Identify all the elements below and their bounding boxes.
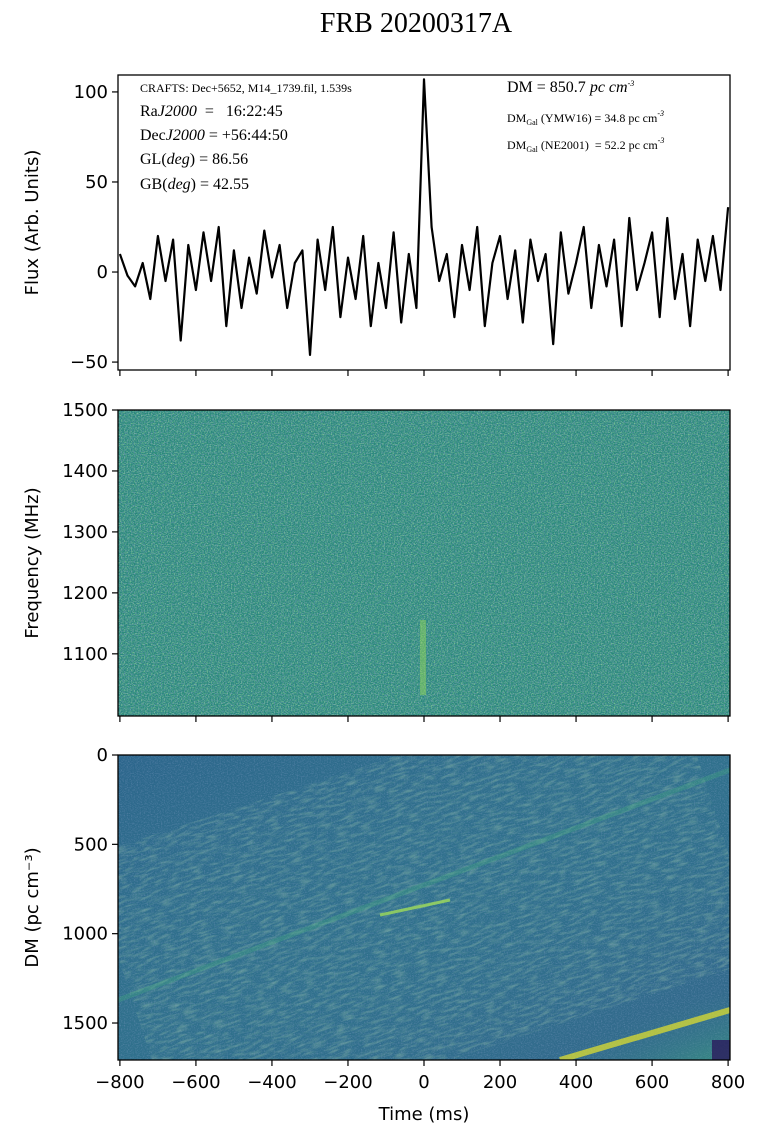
annotation-part: Gal xyxy=(526,145,538,154)
annotation-part: J2000 xyxy=(166,127,205,144)
x-axis-label: Time (ms) xyxy=(378,1104,470,1125)
y-tick-label: 1200 xyxy=(62,583,108,604)
annotation: CRAFTS: Dec+5652, M14_1739.fil, 1.539s xyxy=(140,81,352,95)
y-axis-label: Flux (Arb. Units) xyxy=(22,150,43,296)
annotation-part: DM = 850.7 xyxy=(507,79,590,96)
y-tick-label: 1100 xyxy=(62,644,108,665)
y-tick-label: 1500 xyxy=(62,400,108,421)
annotation-part: CRAFTS: Dec+5652, M14_1739.fil, 1.539s xyxy=(140,81,352,95)
y-tick-label: 100 xyxy=(74,82,108,103)
y-tick-label: 500 xyxy=(74,834,108,855)
annotation-part: -3 xyxy=(628,79,635,88)
annotation-part: -3 xyxy=(657,109,664,118)
annotation: DMGal (NE2001) = 52.2 pc cm-3 xyxy=(507,136,664,154)
x-tick-label: 400 xyxy=(559,1072,593,1093)
annotation-part: -3 xyxy=(658,136,665,145)
y-axis-label: DM (pc cm⁻³) xyxy=(22,847,43,967)
annotation-part: ) = 42.55 xyxy=(191,176,249,193)
annotation-part: ) = 86.56 xyxy=(190,151,248,168)
annotation-part: deg xyxy=(167,151,190,168)
y-tick-label: 1500 xyxy=(62,1013,108,1034)
x-tick-label: −400 xyxy=(247,1072,296,1093)
annotation-part: J2000 xyxy=(158,103,197,120)
annotation-part: = +56:44:50 xyxy=(205,127,288,144)
annotation-part: deg xyxy=(168,176,191,193)
annotation-part: DM xyxy=(507,138,527,152)
x-tick-label: 200 xyxy=(483,1072,517,1093)
annotation: GL(deg) = 86.56 xyxy=(140,151,248,168)
annotation-part: Dec xyxy=(140,127,166,144)
annotation-part: pc cm xyxy=(589,79,628,96)
annotation: DMGal (YMW16) = 34.8 pc cm-3 xyxy=(507,109,664,127)
x-tick-label: 800 xyxy=(711,1072,745,1093)
y-tick-label: 1000 xyxy=(62,924,108,945)
y-tick-label: 50 xyxy=(85,172,108,193)
y-tick-label: 0 xyxy=(97,262,108,283)
x-tick-label: 600 xyxy=(635,1072,669,1093)
y-tick-label: 1300 xyxy=(62,522,108,543)
annotation-part: (YMW16) = 34.8 pc cm xyxy=(538,111,658,125)
flux-line xyxy=(118,78,730,356)
annotation-part: (NE2001) = 52.2 pc cm xyxy=(538,138,658,152)
annotation: RaJ2000 = 16:22:45 xyxy=(140,103,283,120)
annotation-part: = 16:22:45 xyxy=(197,103,283,120)
y-tick-label: 1400 xyxy=(62,461,108,482)
y-tick-label: −50 xyxy=(70,352,108,373)
annotation: DecJ2000 = +56:44:50 xyxy=(140,127,288,144)
annotation: GB(deg) = 42.55 xyxy=(140,176,249,193)
y-axis-label: Frequency (MHz) xyxy=(22,487,43,638)
annotation-part: DM xyxy=(507,111,527,125)
annotation-part: GL( xyxy=(140,151,167,168)
heatmap-texture xyxy=(118,755,730,1060)
x-tick-label: −600 xyxy=(171,1072,220,1093)
x-tick-label: 0 xyxy=(418,1072,429,1093)
heatmap-texture xyxy=(118,410,730,716)
annotation-part: Ra xyxy=(140,103,158,120)
x-tick-label: −200 xyxy=(323,1072,372,1093)
figure-title: FRB 20200317A xyxy=(320,8,513,39)
annotation-part: Gal xyxy=(526,118,538,127)
annotation-part: GB( xyxy=(140,176,168,193)
annotation: DM = 850.7 pc cm-3 xyxy=(507,79,634,96)
x-tick-label: −800 xyxy=(95,1072,144,1093)
y-tick-label: 0 xyxy=(97,745,108,766)
